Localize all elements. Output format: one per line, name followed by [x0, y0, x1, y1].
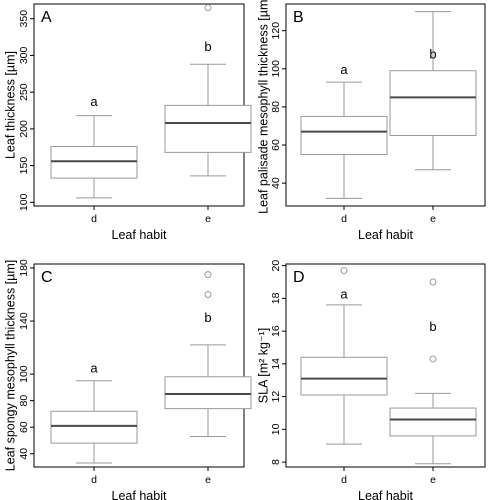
- significance-letter: a: [340, 286, 348, 301]
- significance-letter: a: [90, 360, 98, 375]
- y-tick-label: 300: [18, 47, 30, 65]
- iqr-box: [300, 356, 388, 396]
- y-tick-label: 14: [270, 358, 282, 370]
- iqr-box: [389, 70, 477, 136]
- significance-letter: b: [204, 39, 211, 54]
- x-tick-label: d: [91, 213, 97, 225]
- panel-label: D: [293, 269, 305, 286]
- y-axis-title: Leaf thickness [µm]: [3, 51, 17, 159]
- outlier-point: [429, 355, 437, 363]
- x-tick-label: e: [205, 474, 211, 486]
- box-d: a: [300, 62, 388, 199]
- panel-d: D 8 10 12 14 16 18 20 d e Leaf habit SLA [m² kg⁻¹] a…: [256, 260, 486, 500]
- plot-frame: [285, 263, 486, 468]
- outlier-point: [204, 4, 212, 12]
- y-tick-label: 250: [18, 83, 30, 101]
- x-axis-title: Leaf habit: [358, 489, 413, 500]
- box-e: b: [389, 278, 477, 465]
- y-tick-label: 350: [18, 10, 30, 28]
- panel-c: C 40 60 80 100 140 180 d e Leaf habit Leaf spongy …: [3, 259, 252, 500]
- y-tick-label: 120: [270, 22, 282, 40]
- y-tick-label: 16: [270, 325, 282, 337]
- x-axis-title: Leaf habit: [358, 228, 413, 242]
- panel-a: A 100 150 200 250 300 350 d e Leaf habit Leaf thic…: [3, 3, 252, 242]
- box-d: a: [50, 94, 138, 199]
- panel-label: C: [41, 269, 53, 286]
- outlier-point: [204, 291, 212, 299]
- y-tick-label: 150: [18, 157, 30, 175]
- significance-letter: b: [204, 310, 211, 325]
- y-tick-label: 80: [270, 101, 282, 113]
- panel-b: B 40 60 80 100 120 d e Leaf habit Leaf palisade m…: [256, 0, 486, 242]
- x-tick-label: d: [341, 474, 347, 486]
- y-tick-label: 10: [270, 423, 282, 435]
- outlier-point: [204, 271, 212, 279]
- x-tick-label: e: [205, 213, 211, 225]
- box-e: b: [389, 11, 477, 171]
- x-axis-title: Leaf habit: [112, 228, 167, 242]
- y-tick-label: 80: [18, 395, 30, 407]
- y-tick-label: 60: [270, 139, 282, 151]
- panel-label: B: [293, 9, 304, 26]
- plot-frame: [285, 3, 486, 207]
- y-axis-title: Leaf palisade mesophyll thickness [µm]: [256, 0, 270, 214]
- y-tick-label: 140: [18, 312, 30, 330]
- box-d: a: [300, 267, 388, 445]
- outlier-point: [340, 267, 348, 275]
- outlier-point: [429, 278, 437, 286]
- iqr-box: [300, 115, 388, 156]
- significance-letter: b: [429, 47, 436, 62]
- y-axis-title: SLA [m² kg⁻¹]: [256, 328, 270, 403]
- y-tick-label: 100: [18, 193, 30, 211]
- y-tick-label: 180: [18, 259, 30, 277]
- x-tick-label: e: [430, 213, 436, 225]
- significance-letter: a: [90, 94, 98, 109]
- significance-letter: b: [429, 319, 436, 334]
- x-tick-label: d: [341, 213, 347, 225]
- y-tick-label: 8: [270, 459, 282, 465]
- y-tick-label: 100: [18, 365, 30, 383]
- x-tick-label: e: [430, 474, 436, 486]
- y-axis-title: Leaf spongy mesophyll thickness [µm]: [3, 260, 17, 471]
- y-tick-label: 100: [270, 60, 282, 78]
- plot-frame: [33, 263, 245, 468]
- iqr-box: [164, 104, 252, 153]
- x-axis-title: Leaf habit: [112, 489, 167, 500]
- box-d: a: [50, 360, 138, 464]
- box-e: b: [164, 4, 252, 177]
- panel-label: A: [41, 9, 52, 26]
- y-tick-label: 12: [270, 391, 282, 403]
- iqr-box: [389, 407, 477, 437]
- box-e: b: [164, 271, 252, 437]
- iqr-box: [50, 410, 138, 444]
- x-tick-label: d: [91, 474, 97, 486]
- iqr-box: [164, 376, 252, 410]
- iqr-box: [50, 146, 138, 179]
- y-tick-label: 200: [18, 120, 30, 138]
- y-tick-label: 18: [270, 292, 282, 304]
- y-tick-label: 20: [270, 260, 282, 272]
- y-tick-label: 40: [18, 448, 30, 460]
- y-tick-label: 40: [270, 177, 282, 189]
- y-tick-label: 60: [18, 421, 30, 433]
- significance-letter: a: [340, 62, 348, 77]
